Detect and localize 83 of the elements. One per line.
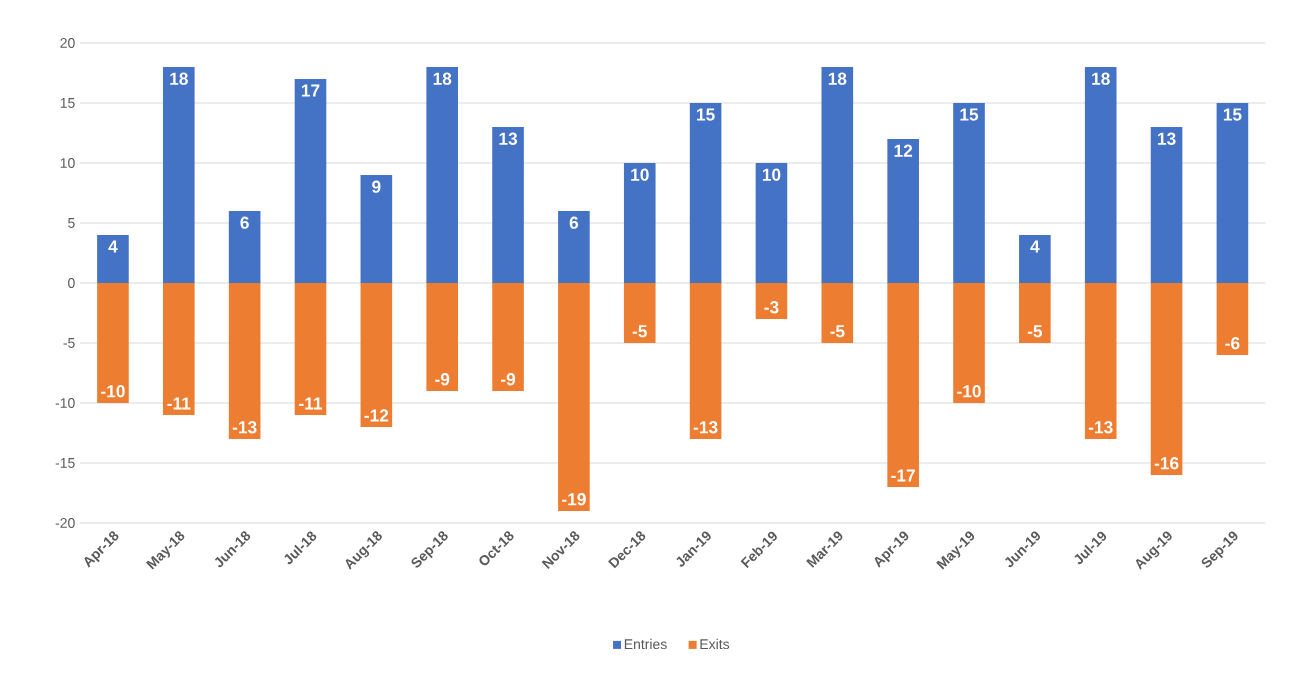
bar: [1084, 66, 1117, 283]
data-label: -5: [1027, 325, 1043, 338]
data-label: -10: [101, 385, 125, 398]
bar: [755, 282, 788, 319]
data-label: -13: [693, 421, 718, 434]
data-label: 15: [1223, 108, 1242, 121]
data-label: 15: [697, 108, 715, 121]
data-label: -10: [957, 385, 981, 398]
bar: [1019, 282, 1051, 343]
data-label: -17: [891, 469, 915, 482]
data-label: 15: [960, 108, 979, 121]
data-label: -16: [1154, 457, 1179, 470]
bar: [821, 66, 854, 283]
bar: [426, 282, 458, 391]
bar: [1019, 234, 1051, 283]
data-label: 10: [631, 168, 649, 181]
bar: [689, 282, 722, 439]
data-label: 18: [1092, 72, 1110, 85]
bar: [755, 162, 788, 283]
bar: [1216, 102, 1249, 283]
y-tick-label: 5: [68, 218, 75, 228]
data-label: -11: [167, 397, 191, 410]
data-label: 6: [569, 216, 579, 229]
y-tick-label: 15: [60, 98, 75, 108]
y-tick-label: -20: [55, 518, 75, 528]
bar: [228, 210, 261, 283]
bar: [623, 282, 656, 343]
data-label: -11: [299, 397, 323, 410]
bar: [360, 174, 393, 283]
bar: [1216, 282, 1249, 355]
bar: [887, 282, 919, 487]
data-label: -13: [232, 421, 257, 434]
data-label: -5: [830, 325, 845, 338]
data-label: -9: [501, 373, 516, 386]
data-label: -12: [364, 409, 389, 422]
data-label: 13: [1158, 132, 1176, 145]
bar: [953, 282, 985, 403]
data-label: -5: [632, 325, 647, 338]
y-tick-label: 10: [60, 158, 75, 168]
data-label: 13: [499, 132, 518, 145]
bar: [426, 66, 458, 283]
bar: [558, 282, 590, 511]
data-label: -9: [435, 373, 450, 386]
data-label: -3: [764, 301, 779, 314]
bar: [162, 282, 195, 415]
data-label: 18: [433, 72, 452, 85]
data-label: 4: [108, 240, 118, 253]
bar: [228, 282, 261, 439]
y-tick-label: -10: [55, 398, 75, 408]
bar: [1150, 282, 1183, 475]
legend-label: Entries: [624, 638, 667, 650]
bar: [623, 162, 656, 283]
bar: [97, 234, 129, 283]
bar: [492, 282, 524, 391]
data-label: -6: [1225, 337, 1240, 350]
data-label: 10: [762, 168, 781, 181]
data-label: 18: [170, 72, 188, 85]
bar: [1150, 126, 1183, 283]
data-label: 9: [372, 180, 381, 193]
bar: [360, 282, 393, 427]
bar: [97, 282, 129, 403]
data-label: 4: [1030, 240, 1040, 253]
bar: [887, 138, 919, 283]
bar: [1084, 282, 1117, 439]
bar: [558, 210, 590, 283]
bar: [953, 102, 985, 283]
data-label: -19: [562, 493, 586, 506]
data-label: -13: [1088, 421, 1113, 434]
data-label: 17: [301, 84, 320, 97]
data-label: 12: [894, 144, 913, 157]
y-tick-label: 20: [60, 38, 75, 48]
bar: [689, 102, 722, 283]
y-tick-label: 0: [68, 278, 75, 288]
data-label: 6: [240, 216, 249, 229]
data-label: 18: [828, 72, 847, 85]
bar: [821, 282, 854, 343]
bar: [294, 78, 327, 283]
bar: [162, 66, 195, 283]
y-tick-label: -5: [63, 338, 75, 348]
bar: [294, 282, 327, 415]
y-tick-label: -15: [55, 458, 75, 468]
bar: [492, 126, 524, 283]
legend-label: Exits: [700, 638, 730, 650]
